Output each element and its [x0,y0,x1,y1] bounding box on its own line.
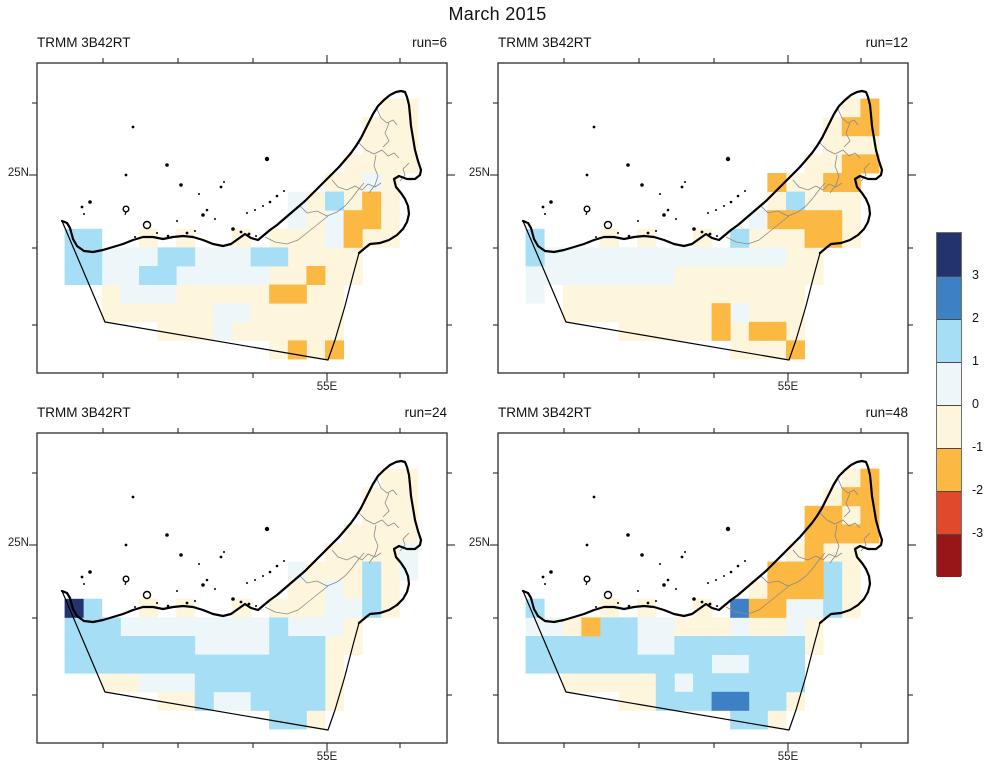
colorbar-tick-label: 1 [972,354,979,368]
colorbar-segment [937,491,961,534]
map-panel-run-48: TRMM 3B42RT run=48 25N 55E [436,403,970,771]
map-plot [490,425,916,751]
map-panel-run-24: TRMM 3B42RT run=24 25N 55E [0,403,509,771]
colorbar-segment [937,448,961,491]
dataset-label: TRMM 3B42RT [498,405,592,420]
colorbar-segment [937,233,961,276]
run-label: run=48 [865,405,908,420]
lon-axis-label: 55E [777,381,799,393]
colorbar-segment [937,534,961,577]
colorbar-tick-label: -2 [972,483,984,497]
map-panel-run-6: TRMM 3B42RT run=6 25N 55E [0,33,509,403]
dataset-label: TRMM 3B42RT [498,35,592,50]
colorbar-segment [937,276,961,319]
lat-axis-label: 25N [468,167,490,179]
map-panel-run-12: TRMM 3B42RT run=12 25N 55E [436,33,970,403]
lat-axis-label: 25N [468,537,490,549]
colorbar-segment [937,362,961,405]
colorbar-tick-label: 3 [972,268,979,282]
colorbar-tick-label: -1 [972,440,984,454]
lat-axis-label: 25N [7,537,29,549]
colorbar-tick-label: 0 [972,397,979,411]
colorbar-segment [937,405,961,448]
lat-axis-label: 25N [7,167,29,179]
colorbar-tick-label: -3 [972,526,984,540]
colorbar-tick-label: 2 [972,311,979,325]
map-plot [29,55,455,381]
run-label: run=12 [865,35,908,50]
map-plot [29,425,455,751]
lon-axis-label: 55E [777,751,799,763]
figure-title: March 2015 [448,4,547,24]
dataset-label: TRMM 3B42RT [37,405,131,420]
colorbar-segment [937,319,961,362]
dataset-label: TRMM 3B42RT [37,35,131,50]
colorbar [936,232,962,577]
map-plot [490,55,916,381]
lon-axis-label: 55E [316,381,338,393]
run-label: run=24 [404,405,447,420]
lon-axis-label: 55E [316,751,338,763]
run-label: run=6 [412,35,447,50]
